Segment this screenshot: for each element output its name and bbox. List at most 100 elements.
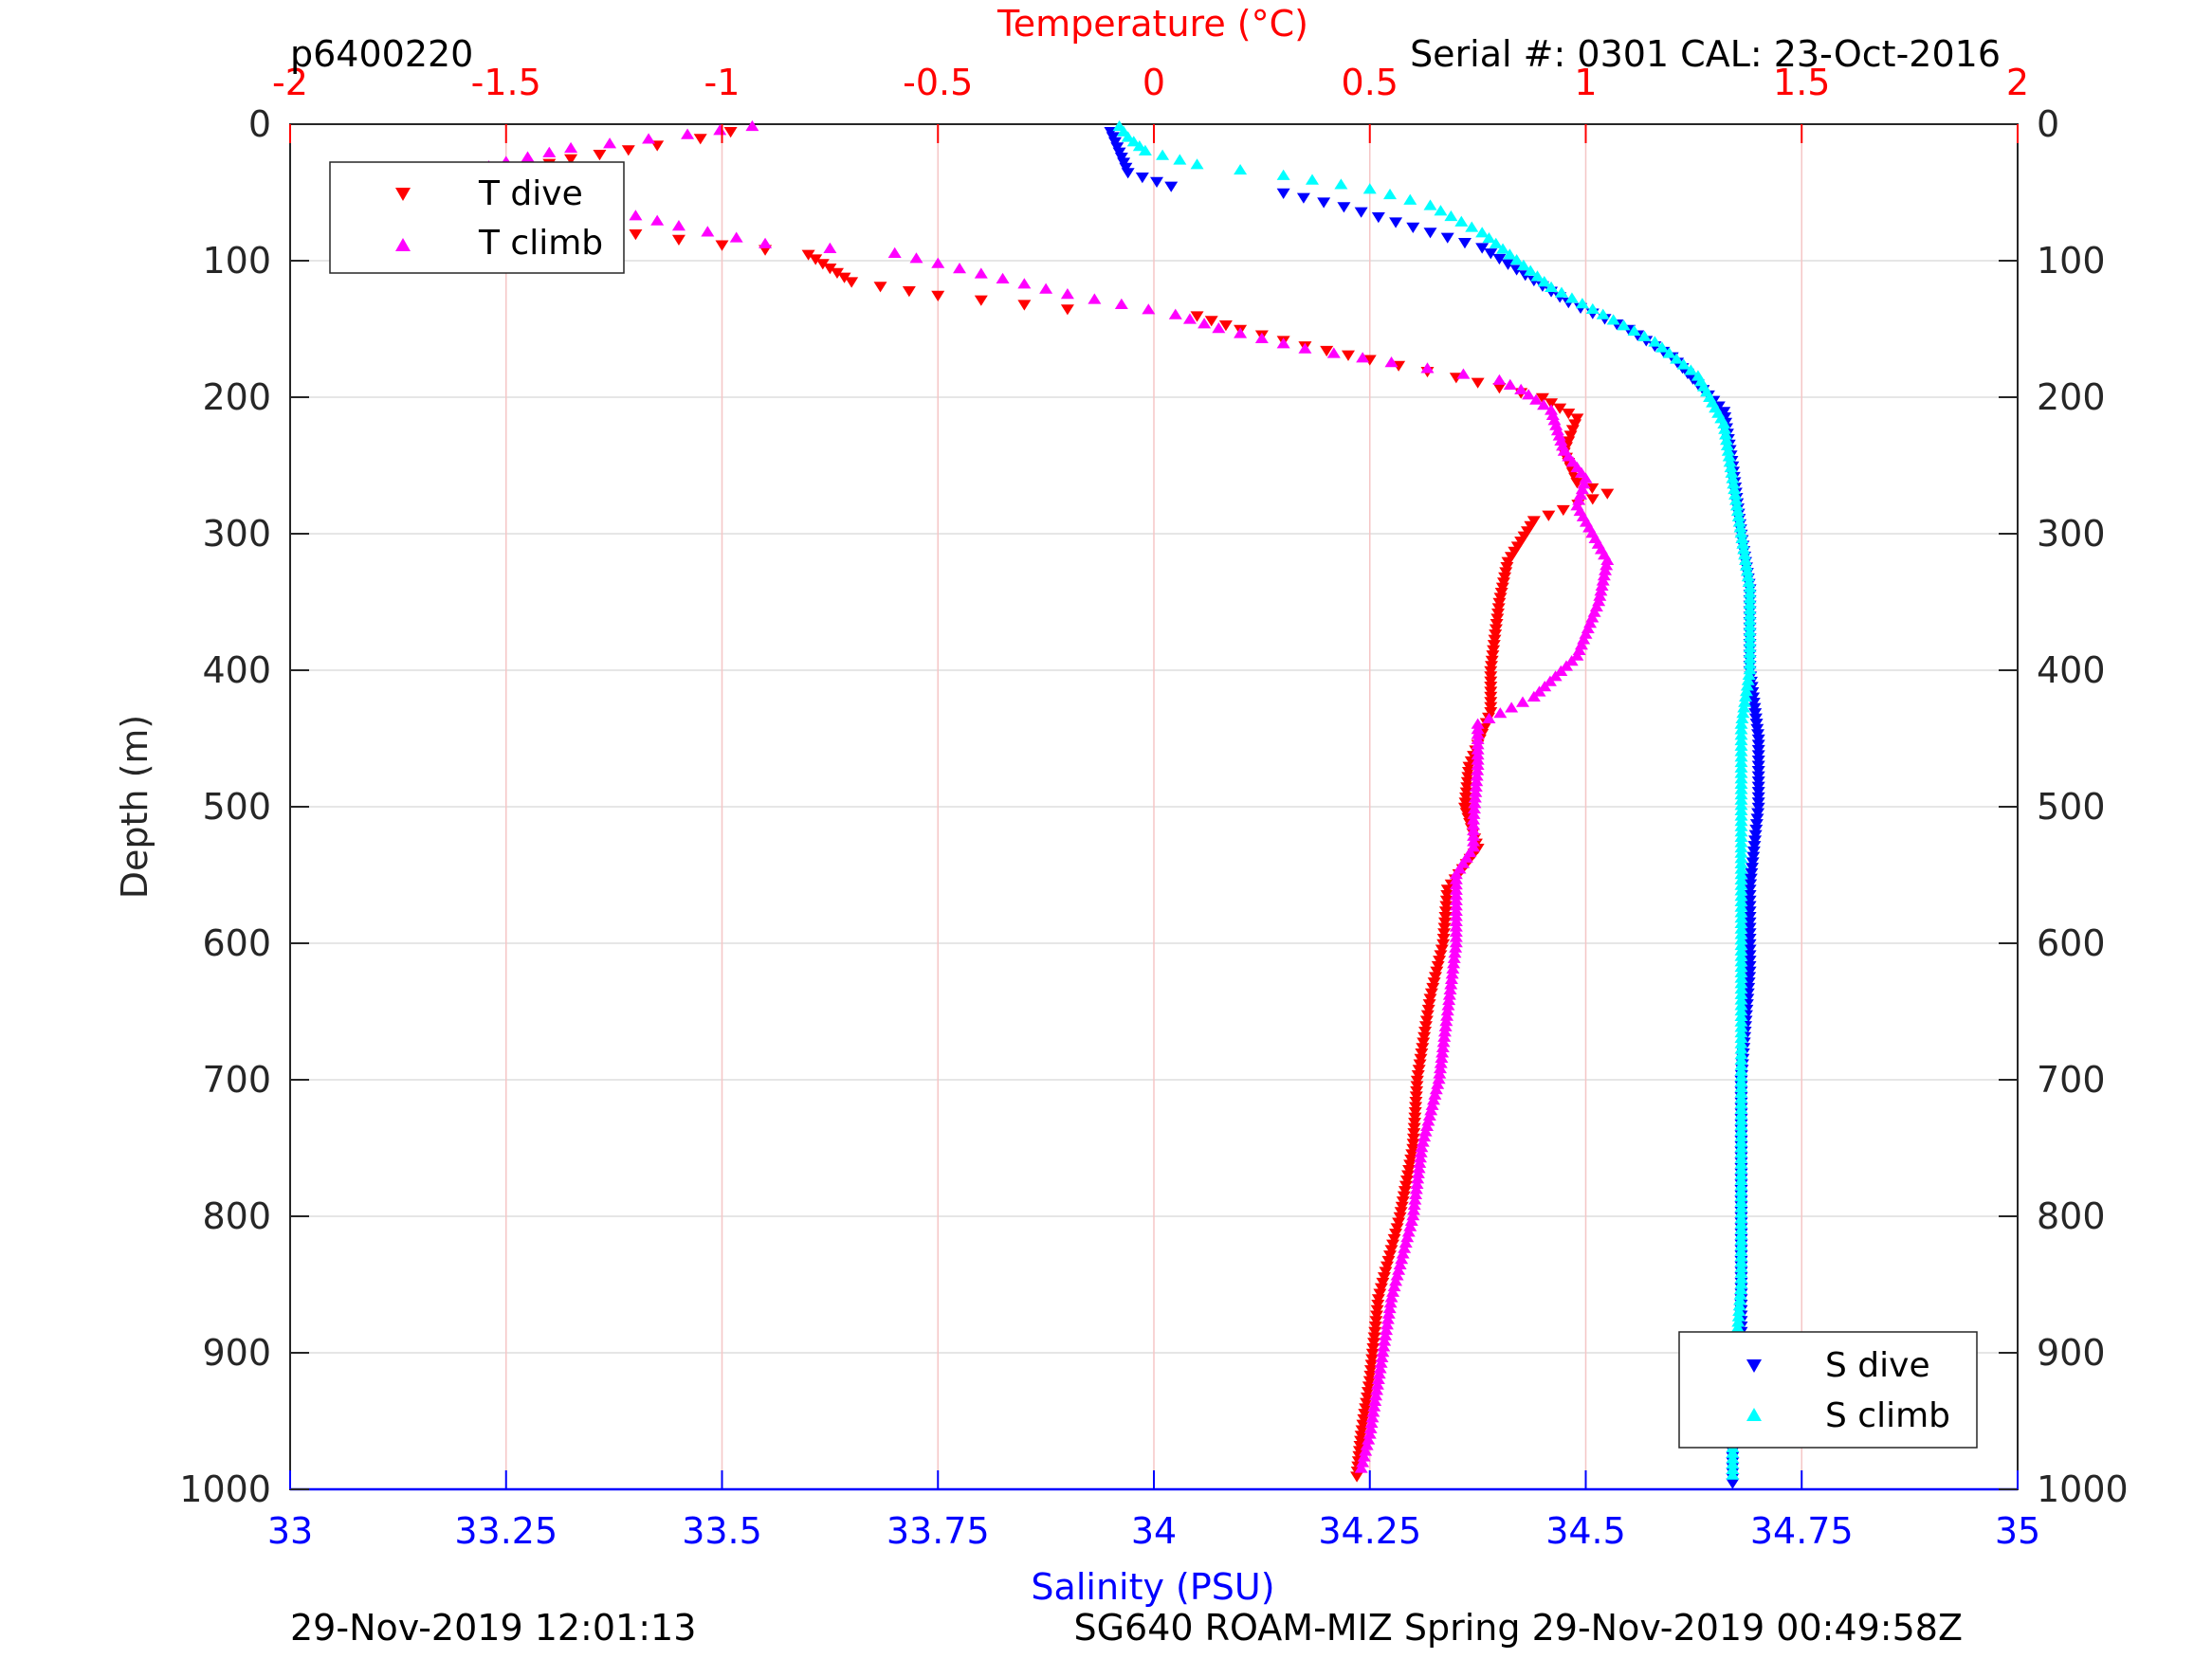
s-climb-marker xyxy=(1132,140,1146,152)
s-climb-marker xyxy=(1734,1086,1748,1098)
s-dive-marker xyxy=(1406,222,1420,233)
s-climb-marker xyxy=(1734,1179,1748,1191)
t-climb-marker xyxy=(1593,590,1607,601)
t-climb-marker xyxy=(1597,570,1611,581)
t-climb-marker xyxy=(1594,585,1608,596)
t-climb-marker xyxy=(1168,308,1182,319)
s-climb-marker xyxy=(1734,751,1748,762)
s-climb-marker xyxy=(1554,286,1568,298)
s-climb-marker xyxy=(1734,1037,1748,1048)
axis-ticks-layer: 0 0 100 100 200 200 300 300 400 400 500 500 600 600 70… xyxy=(179,62,2128,1552)
t-dive-marker xyxy=(1371,1299,1385,1311)
t-dive-marker xyxy=(1366,1343,1380,1355)
s-climb-marker xyxy=(1734,1031,1748,1043)
s-climb-marker xyxy=(1606,314,1620,325)
s-climb-marker xyxy=(1734,1212,1748,1224)
s-climb-marker xyxy=(1726,1463,1740,1475)
t-dive-marker xyxy=(1428,972,1442,983)
t-dive-marker xyxy=(1563,430,1578,442)
t-climb-marker xyxy=(1356,352,1370,363)
s-climb-marker xyxy=(1734,1146,1748,1158)
t-dive-marker xyxy=(1422,999,1436,1011)
t-climb-marker xyxy=(1439,1015,1453,1027)
t-climb-marker xyxy=(1493,707,1508,719)
t-climb-marker xyxy=(887,246,902,258)
s-climb-marker xyxy=(1734,1267,1748,1278)
s-climb-marker xyxy=(1734,1239,1748,1250)
t-dive-marker xyxy=(1562,436,1576,447)
t-climb-marker xyxy=(729,231,743,243)
t-dive-marker xyxy=(1361,1392,1375,1404)
s-climb-marker xyxy=(1720,439,1734,451)
s-climb-marker xyxy=(1734,906,1748,918)
t-climb-marker xyxy=(1380,1323,1394,1336)
salinity-axis-label: Salinity (PSU) xyxy=(1031,1566,1274,1608)
s-dive-marker xyxy=(1751,808,1765,819)
s-climb-marker xyxy=(1734,1168,1748,1179)
t-climb-marker xyxy=(1431,1078,1445,1089)
t-climb-marker xyxy=(1017,278,1032,289)
s-climb-marker xyxy=(1670,353,1684,364)
t-climb-marker xyxy=(1390,1269,1404,1281)
t-climb-marker xyxy=(650,214,665,226)
t-climb-marker xyxy=(1363,1422,1378,1433)
t-dive-marker xyxy=(1415,1048,1429,1060)
t-climb-marker xyxy=(1575,483,1589,495)
t-dive-marker xyxy=(1368,1322,1382,1333)
grid-lines xyxy=(290,124,2018,1489)
s-dive-marker xyxy=(1717,407,1731,418)
depth-tick-label-right: 400 xyxy=(2037,649,2106,691)
t-dive-marker xyxy=(1374,1283,1388,1294)
salinity-tick-label: 34.75 xyxy=(1750,1510,1854,1552)
t-climb-marker xyxy=(1411,1167,1425,1178)
s-climb-marker xyxy=(1729,494,1744,505)
t-climb-marker xyxy=(1428,1088,1442,1100)
s-climb-marker xyxy=(1734,1130,1748,1141)
s-climb-marker xyxy=(1734,1185,1748,1196)
s-climb-marker xyxy=(1721,445,1735,456)
s-climb-marker xyxy=(1383,188,1398,200)
depth-tick-label-left: 200 xyxy=(202,376,271,418)
t-climb-marker xyxy=(1424,1104,1438,1116)
t-climb-marker xyxy=(1387,1280,1401,1292)
t-dive-marker xyxy=(1418,1021,1433,1032)
s-climb-marker xyxy=(1734,934,1748,945)
t-climb-marker xyxy=(1564,655,1579,666)
t-climb-marker xyxy=(1414,1146,1428,1158)
s-climb-marker xyxy=(1454,215,1469,227)
t-dive-marker xyxy=(1436,934,1451,945)
s-climb-marker xyxy=(1503,248,1517,260)
t-climb-marker xyxy=(1596,574,1610,586)
s-climb-marker xyxy=(1734,873,1748,884)
t-dive-marker xyxy=(1373,1288,1387,1300)
t-climb-marker xyxy=(1389,1275,1403,1286)
s-dive-marker xyxy=(1743,934,1757,945)
t-climb-marker xyxy=(1416,1136,1430,1147)
s-climb-marker xyxy=(1734,972,1748,983)
depth-tick-label-left: 800 xyxy=(202,1195,271,1237)
s-climb-marker xyxy=(1743,652,1757,664)
t-climb-marker xyxy=(1444,973,1458,984)
t-dive-marker xyxy=(1390,1223,1404,1234)
t-climb-marker xyxy=(1449,941,1463,953)
s-climb-marker xyxy=(1734,956,1748,967)
t-dive-marker xyxy=(1438,917,1453,928)
s-climb-marker xyxy=(1734,1081,1748,1092)
t-dive-marker xyxy=(1362,1376,1377,1387)
s-climb-marker xyxy=(1334,178,1348,190)
t-climb-marker xyxy=(1437,1030,1452,1042)
t-dive-marker xyxy=(1600,488,1615,500)
s-climb-marker xyxy=(1734,793,1748,805)
s-climb-marker xyxy=(1596,308,1610,319)
t-climb-marker xyxy=(1369,1390,1383,1401)
s-climb-marker xyxy=(1743,597,1757,610)
t-climb-marker xyxy=(1435,1041,1450,1052)
s-climb-marker xyxy=(1403,193,1417,205)
t-climb-marker xyxy=(1448,947,1462,958)
t-climb-marker xyxy=(1436,1036,1451,1048)
t-dive-marker xyxy=(1341,350,1355,361)
s-climb-marker xyxy=(1734,1158,1748,1169)
s-dive-marker xyxy=(1743,939,1757,950)
s-climb-marker xyxy=(1743,664,1757,675)
t-dive-marker xyxy=(809,254,823,265)
